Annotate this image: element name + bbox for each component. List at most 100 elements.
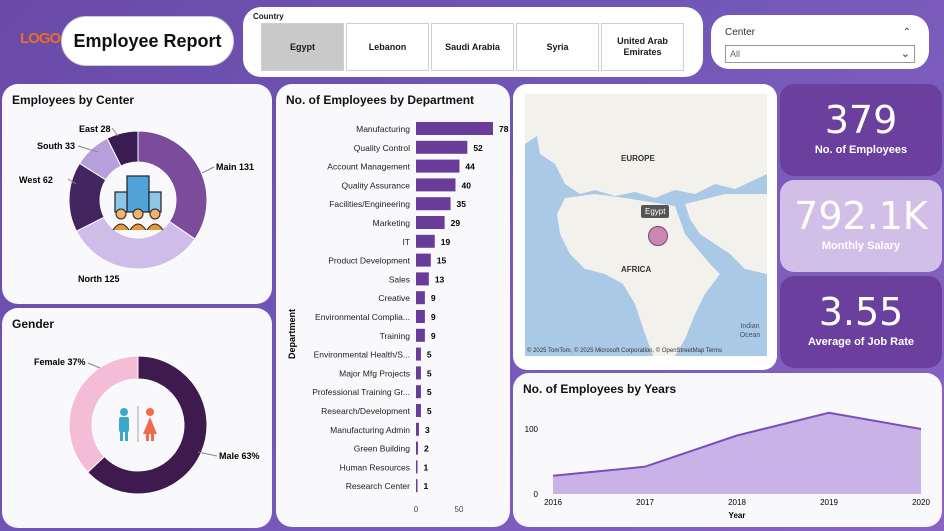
dept-value-label: 15: [437, 256, 447, 266]
department-chart-title: No. of Employees by Department: [286, 93, 475, 107]
dept-value-label: 9: [431, 312, 436, 322]
department-ylabel: Department: [287, 309, 297, 359]
dept-category-label: Environmental Health/S...: [314, 350, 410, 360]
dept-bar[interactable]: [416, 159, 460, 173]
center-slicer-label: Center: [725, 27, 756, 38]
center-dropdown[interactable]: All ⌄: [725, 45, 915, 63]
dept-category-label: Sales: [389, 274, 410, 284]
center-label-north: North 125: [78, 274, 120, 284]
donut-slice-male[interactable]: [86, 355, 208, 495]
dept-bar[interactable]: [416, 366, 421, 380]
dept-bar[interactable]: [416, 197, 451, 211]
center-label-south: South 33: [37, 141, 75, 151]
dept-value-label: 5: [427, 387, 432, 397]
dept-xtick-50: 50: [455, 505, 464, 514]
center-chart-title: Employees by Center: [12, 93, 135, 107]
dept-value-label: 9: [431, 331, 436, 341]
department-panel: No. of Employees by Department Departmen…: [276, 84, 510, 527]
dept-category-label: Human Resources: [340, 462, 410, 472]
country-tile-lebanon[interactable]: Lebanon: [346, 23, 429, 71]
country-tile-uae[interactable]: United Arab Emirates: [601, 23, 684, 71]
logo: LOGO: [20, 30, 61, 47]
page-title: Employee Report: [73, 30, 222, 51]
dept-bar[interactable]: [416, 178, 456, 192]
kpi-salary-label: Monthly Salary: [821, 240, 901, 252]
country-tile-syria[interactable]: Syria: [516, 23, 599, 71]
kpi-employees: 379 No. of Employees: [780, 84, 942, 176]
map-label-africa: AFRICA: [621, 265, 652, 274]
logo-text: LOGO: [20, 30, 61, 47]
years-xtick: 2017: [636, 498, 654, 507]
gender-panel: Gender Male 63% Female 37%: [2, 308, 272, 528]
country-tile-egypt[interactable]: Egypt: [261, 23, 344, 71]
dept-bar[interactable]: [416, 347, 421, 361]
map-label-ocean: Indian Ocean: [739, 323, 761, 339]
dept-bar[interactable]: [416, 140, 468, 154]
dept-value-label: 5: [427, 406, 432, 416]
dept-category-label: Creative: [378, 293, 410, 303]
dept-value-label: 78: [499, 124, 509, 134]
dept-value-label: 29: [451, 218, 461, 228]
gender-chart-title: Gender: [12, 317, 55, 331]
dept-bar[interactable]: [416, 122, 493, 135]
dept-value-label: 52: [473, 143, 483, 153]
dept-value-label: 19: [441, 237, 451, 247]
years-area-fill[interactable]: [553, 412, 921, 494]
dept-value-label: 44: [465, 162, 475, 172]
kpi-employees-label: No. of Employees: [814, 144, 908, 156]
dept-bar[interactable]: [416, 216, 445, 229]
dept-bar[interactable]: [416, 441, 418, 455]
dept-bar[interactable]: [416, 404, 421, 417]
dept-bar[interactable]: [416, 422, 419, 436]
years-line: [552, 411, 922, 477]
kpi-salary-value: 792.1K: [794, 194, 928, 238]
gender-label-male: Male 63%: [219, 451, 260, 461]
donut-slice-east[interactable]: [106, 130, 139, 167]
dept-bar[interactable]: [416, 291, 425, 305]
dept-bar[interactable]: [416, 272, 429, 286]
center-label-main: Main 131: [216, 162, 254, 172]
map[interactable]: EUROPE AFRICA Indian Ocean Egypt © 2025 …: [525, 94, 767, 356]
kpi-job-rate-label: Average of Job Rate: [808, 336, 914, 348]
dept-value-label: 9: [431, 293, 436, 303]
dept-bar[interactable]: [416, 460, 418, 474]
dept-category-label: Marketing: [373, 218, 411, 228]
country-slicer-label: Country: [253, 12, 284, 21]
donut-slice-north[interactable]: [75, 216, 196, 270]
center-panel: Employees by Center Main 131 North 125 W…: [2, 84, 272, 304]
dept-category-label: Research/Development: [321, 406, 410, 416]
dept-category-label: Research Center: [346, 481, 410, 491]
years-ytick: 0: [534, 490, 539, 499]
years-xlabel: Year: [729, 511, 746, 520]
center-dropdown-value: All: [730, 49, 741, 59]
center-label-east: East 28: [79, 124, 111, 134]
dept-bar[interactable]: [416, 310, 425, 323]
map-label-egypt: Egypt: [641, 205, 670, 218]
dept-category-label: Training: [380, 331, 411, 341]
dept-category-label: Professional Training Gr...: [312, 387, 410, 397]
chevron-up-icon[interactable]: ⌃: [902, 27, 911, 38]
dept-bar[interactable]: [416, 234, 435, 248]
gender-donut-chart: Male 63% Female 37%: [34, 355, 260, 495]
country-tile-saudi-arabia[interactable]: Saudi Arabia: [431, 23, 514, 71]
donut-slice-female[interactable]: [68, 355, 139, 473]
dept-value-label: 1: [424, 462, 429, 472]
dept-bar[interactable]: [416, 328, 425, 342]
dept-bar[interactable]: [416, 479, 418, 493]
dept-category-label: Product Development: [328, 256, 410, 266]
building-icon: [112, 175, 164, 231]
egypt-bubble[interactable]: [648, 226, 668, 246]
dept-bar[interactable]: [416, 385, 421, 399]
years-panel: No. of Employees by Years 0 100 2016 2017 20…: [513, 373, 942, 527]
dept-bar[interactable]: [416, 253, 431, 267]
years-xtick: 2020: [912, 498, 930, 507]
dept-category-label: Green Building: [354, 444, 411, 454]
center-label-west: West 62: [19, 175, 53, 185]
map-label-europe: EUROPE: [621, 154, 655, 163]
donut-slice-main[interactable]: [137, 130, 208, 240]
department-bar-chart: Department Manufacturing 78 Quality Contro…: [287, 122, 509, 514]
map-landmass: [525, 94, 767, 356]
gender-icon: [119, 406, 157, 442]
chevron-down-icon: ⌄: [900, 48, 910, 60]
dept-category-label: Quality Control: [354, 143, 410, 153]
